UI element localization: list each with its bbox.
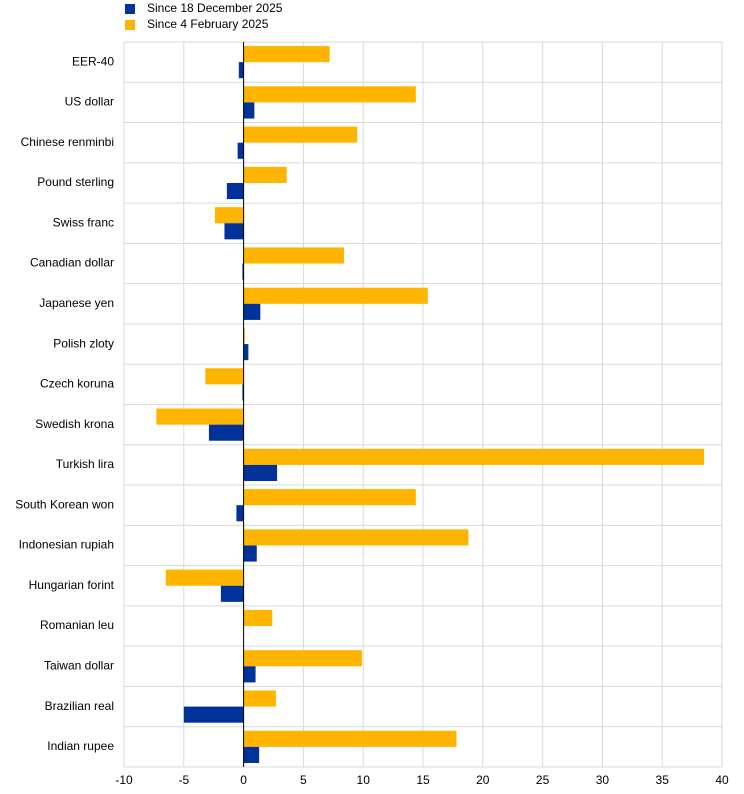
bar xyxy=(156,408,244,425)
bar xyxy=(243,464,278,482)
y-tick-label: Canadian dollar xyxy=(30,256,114,270)
x-tick-label: 25 xyxy=(536,773,550,787)
bar xyxy=(224,223,244,240)
bar xyxy=(243,730,457,747)
x-tick-label: 30 xyxy=(596,773,610,787)
bar xyxy=(243,344,249,361)
bar xyxy=(243,46,330,63)
y-tick-label: Hungarian forint xyxy=(29,578,115,592)
bar xyxy=(165,569,244,586)
bar xyxy=(243,448,705,465)
x-tick-label: 15 xyxy=(416,773,430,787)
bar xyxy=(238,62,244,79)
x-tick-label: 10 xyxy=(357,773,371,787)
bar xyxy=(214,207,244,224)
y-tick-label: Romanian leu xyxy=(40,618,114,632)
y-tick-label: Pound sterling xyxy=(37,175,114,189)
bar xyxy=(242,263,244,280)
bar xyxy=(243,166,287,183)
y-tick-label: EER-40 xyxy=(72,54,114,68)
x-tick-label: 40 xyxy=(715,773,729,787)
y-tick-label: South Korean won xyxy=(15,497,114,511)
bar xyxy=(243,609,273,627)
legend-swatch xyxy=(125,4,135,14)
bar xyxy=(243,666,256,683)
y-tick-label: US dollar xyxy=(65,95,114,109)
bar xyxy=(226,182,244,200)
y-tick-label: Czech koruna xyxy=(40,377,114,391)
bar xyxy=(220,585,244,602)
y-tick-label: Polish zloty xyxy=(53,336,114,350)
bar xyxy=(183,706,244,723)
legend-label: Since 4 February 2025 xyxy=(147,17,269,31)
bar xyxy=(205,368,244,385)
y-tick-label: Swedish krona xyxy=(35,417,114,431)
bar xyxy=(237,142,244,159)
bar xyxy=(243,746,260,763)
bar xyxy=(242,384,244,401)
x-tick-label: 35 xyxy=(656,773,670,787)
y-tick-label: Chinese renminbi xyxy=(21,135,114,149)
bar xyxy=(243,489,416,506)
bar xyxy=(243,86,416,103)
bar xyxy=(243,102,255,119)
bar xyxy=(243,287,428,304)
bar xyxy=(243,303,261,320)
x-tick-label: -10 xyxy=(115,773,133,787)
y-tick-label: Indonesian rupiah xyxy=(19,538,114,552)
bar xyxy=(243,327,245,345)
legend-swatch xyxy=(125,20,135,30)
x-tick-label: 20 xyxy=(476,773,490,787)
bar xyxy=(243,545,257,562)
legend-label: Since 18 December 2025 xyxy=(147,1,283,15)
x-tick-label: 0 xyxy=(240,773,247,787)
y-tick-label: Taiwan dollar xyxy=(44,658,114,672)
bar xyxy=(243,529,469,546)
y-tick-label: Turkish lira xyxy=(56,457,115,471)
y-tick-label: Swiss franc xyxy=(53,215,114,229)
x-tick-label: -5 xyxy=(178,773,189,787)
bar xyxy=(243,650,363,667)
y-tick-label: Japanese yen xyxy=(39,296,114,310)
bar xyxy=(208,424,244,441)
bar xyxy=(243,690,276,707)
bar xyxy=(236,505,244,522)
bar xyxy=(243,247,345,264)
y-tick-label: Indian rupee xyxy=(47,739,114,753)
x-tick-label: 5 xyxy=(300,773,307,787)
bar xyxy=(243,126,358,143)
y-tick-label: Brazilian real xyxy=(45,699,114,713)
